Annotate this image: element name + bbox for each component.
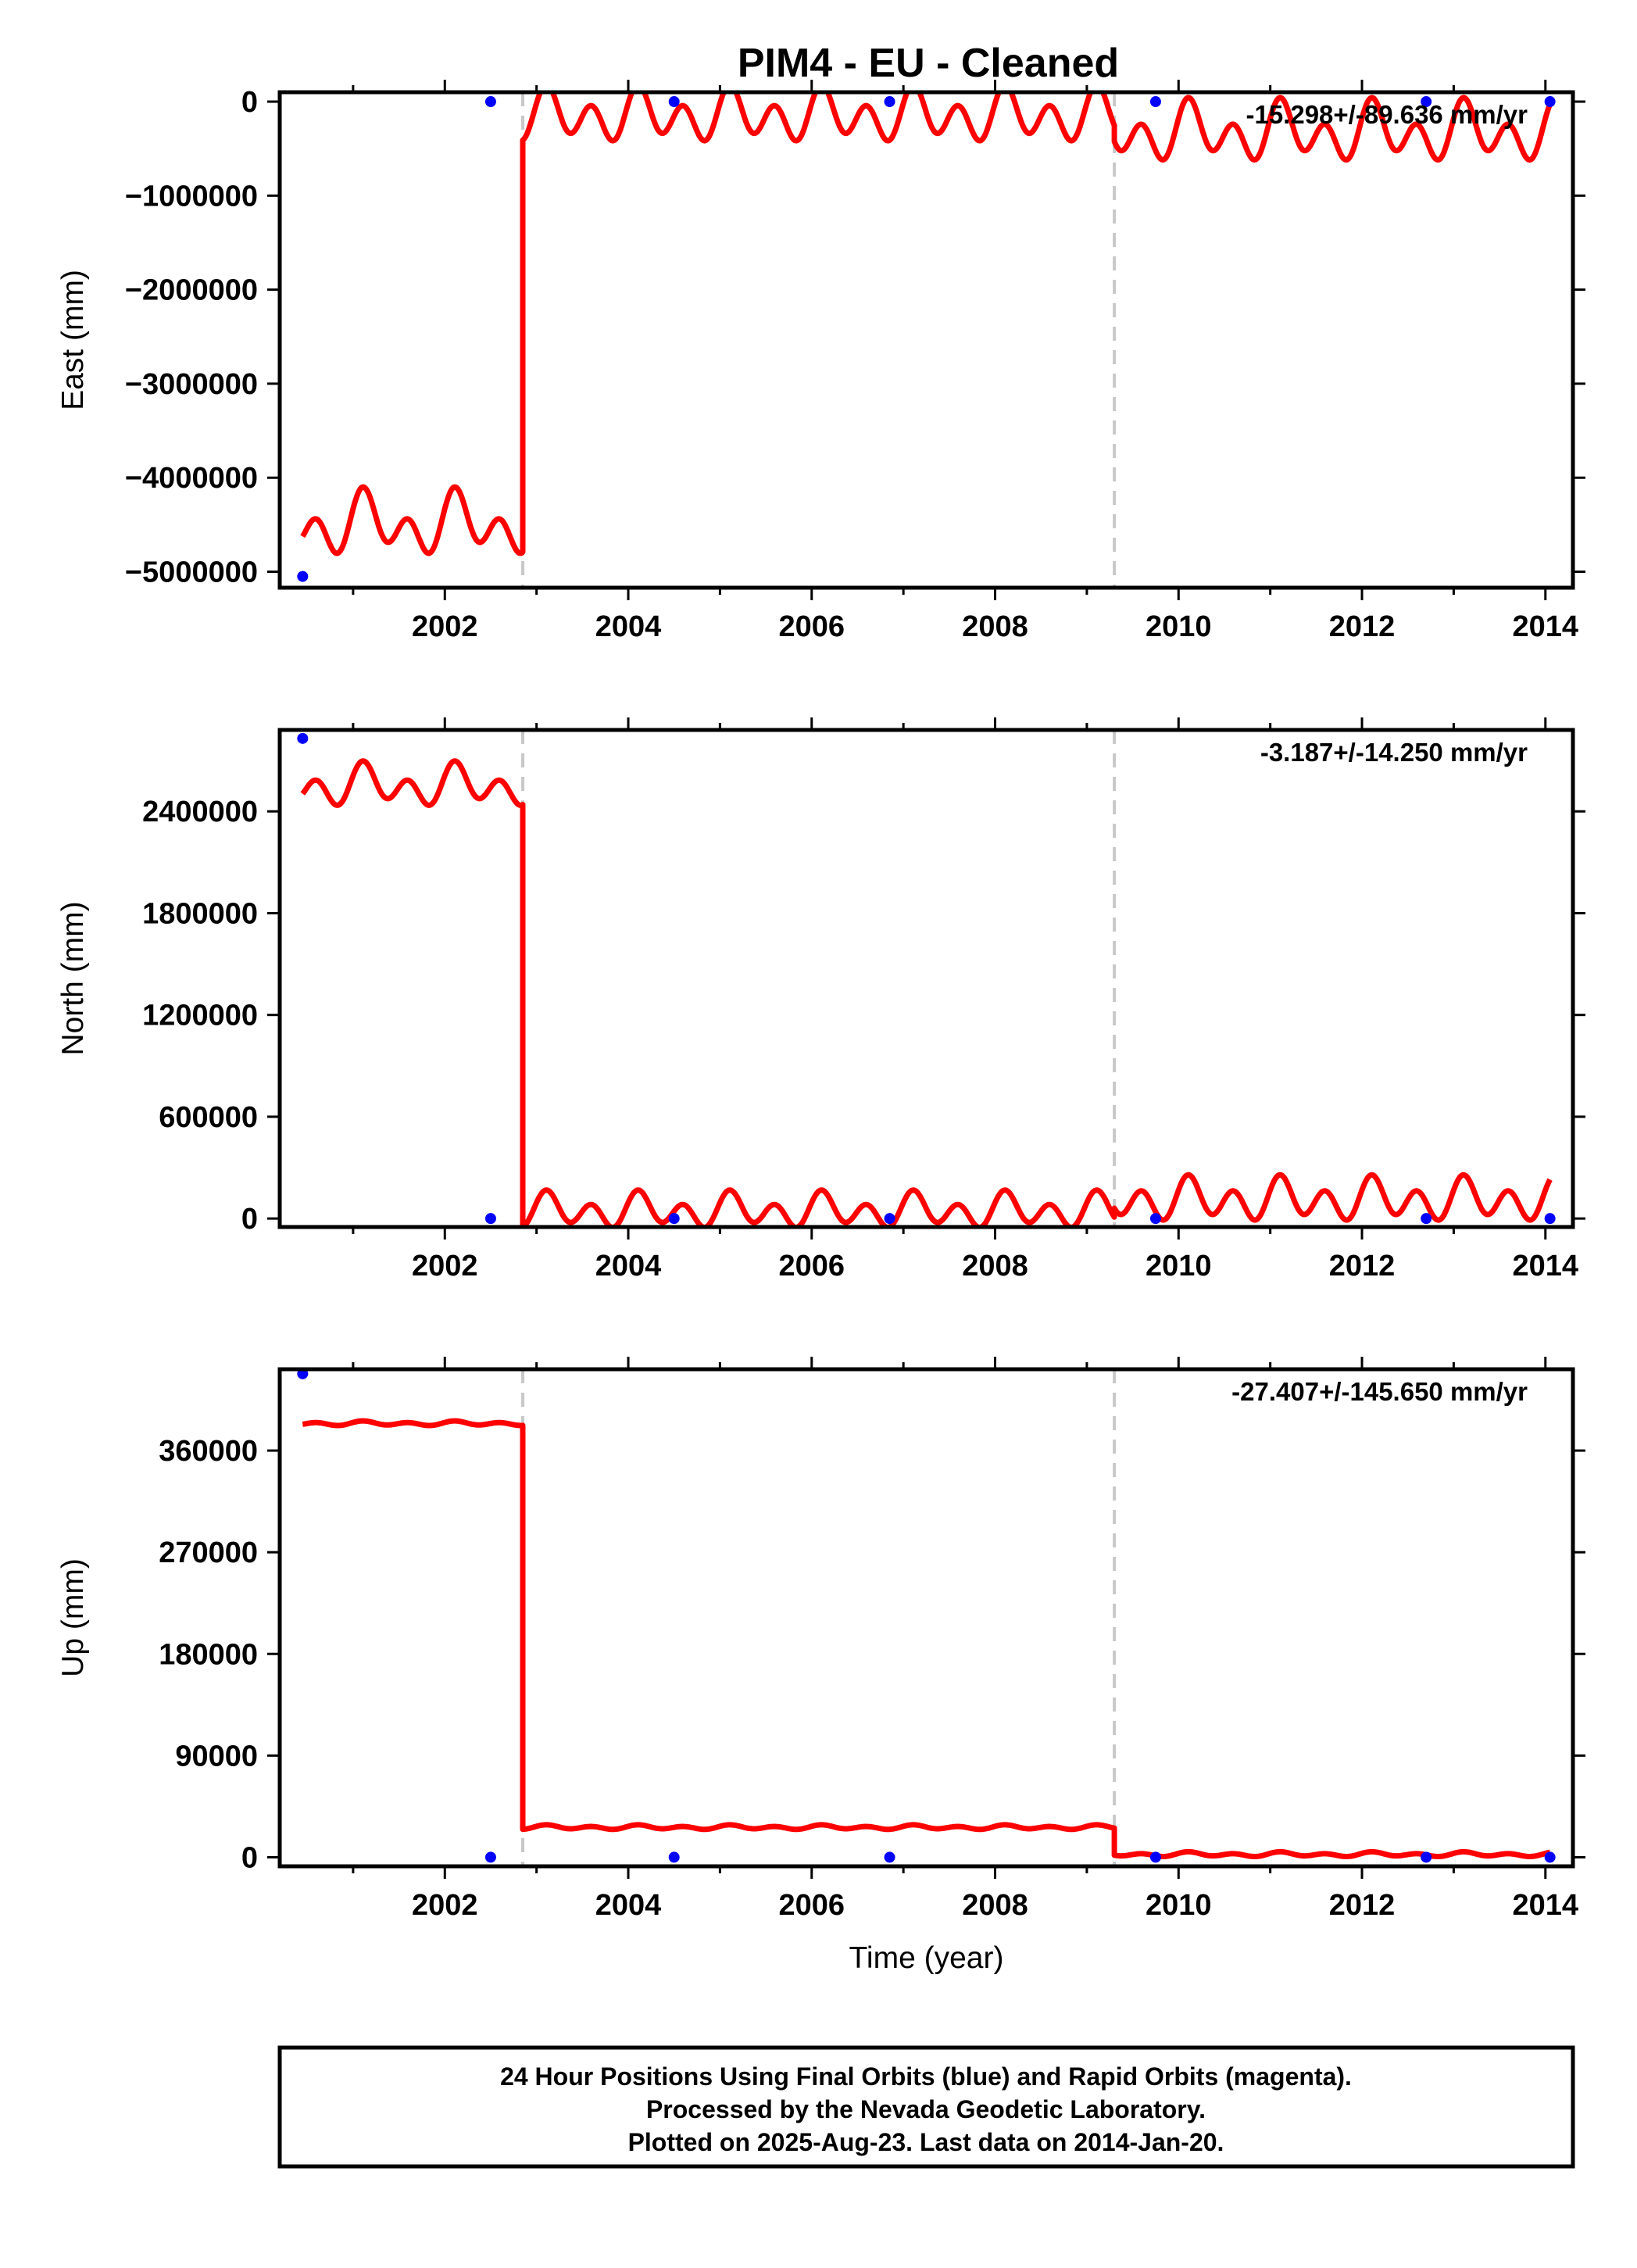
x-tick-label: 2010 xyxy=(1146,1250,1212,1282)
rate-annotation: -15.298+/-89.636 mm/yr xyxy=(1246,100,1528,129)
x-tick-label: 2002 xyxy=(412,1250,478,1282)
y-axis-label: North (mm) xyxy=(56,901,90,1055)
y-tick-label: −5000000 xyxy=(125,556,258,589)
y-tick-label: 360000 xyxy=(159,1435,258,1468)
final-orbit-point xyxy=(668,1851,680,1863)
final-orbit-point xyxy=(1149,1213,1161,1225)
x-tick-label: 2012 xyxy=(1329,610,1396,643)
y-tick-label: 2400000 xyxy=(142,796,258,828)
x-tick-label: 2004 xyxy=(595,1889,662,1922)
x-tick-label: 2014 xyxy=(1513,610,1579,643)
final-orbit-point xyxy=(1544,1851,1556,1863)
x-tick-label: 2002 xyxy=(412,1889,478,1922)
panel-3: 2002 2004 2006 2008 2010 2012 2014 0 90000 180000… xyxy=(56,1357,1585,1922)
x-tick-label: 2014 xyxy=(1513,1250,1579,1282)
chart-title: PIM4 - EU - Cleaned xyxy=(738,41,1119,86)
model-curve xyxy=(300,758,1553,1227)
x-tick-label: 2004 xyxy=(595,1250,662,1282)
footer-box xyxy=(277,2045,1575,2169)
plot-frame xyxy=(277,1367,1575,1869)
x-tick-label: 2002 xyxy=(412,610,478,643)
y-tick-label: 0 xyxy=(241,1203,258,1236)
rate-annotation: -27.407+/-145.650 mm/yr xyxy=(1231,1377,1528,1406)
y-tick-label: −2000000 xyxy=(125,274,258,307)
footer-line-2: Processed by the Nevada Geodetic Laborat… xyxy=(646,2095,1206,2123)
x-tick-label: 2006 xyxy=(779,1889,845,1922)
y-tick-label: 600000 xyxy=(159,1101,258,1134)
plot-frame xyxy=(277,90,1575,590)
x-tick-label: 2008 xyxy=(962,1889,1028,1922)
footer-line-3: Plotted on 2025-Aug-23. Last data on 201… xyxy=(628,2128,1224,2156)
y-axis-label: East (mm) xyxy=(56,270,90,410)
final-orbit-point xyxy=(884,1851,895,1863)
x-tick-label: 2010 xyxy=(1146,1889,1212,1922)
x-tick-label: 2006 xyxy=(779,1250,845,1282)
y-axis-label: Up (mm) xyxy=(56,1558,90,1677)
final-orbit-point xyxy=(884,1213,895,1225)
model-curve xyxy=(300,1418,1552,1859)
x-axis-label: Time (year) xyxy=(849,1941,1004,1975)
footer-line-1: 24 Hour Positions Using Final Orbits (bl… xyxy=(500,2062,1352,2091)
final-orbit-point xyxy=(1421,1851,1432,1863)
final-orbit-point xyxy=(1544,1213,1556,1225)
final-orbit-point xyxy=(297,571,309,582)
final-orbit-point xyxy=(884,96,895,108)
y-tick-label: 90000 xyxy=(175,1740,258,1773)
x-tick-label: 2012 xyxy=(1329,1889,1396,1922)
final-orbit-point xyxy=(484,96,496,108)
final-orbit-point xyxy=(1149,96,1161,108)
y-tick-label: −1000000 xyxy=(125,180,258,213)
rate-annotation: -3.187+/-14.250 mm/yr xyxy=(1260,738,1528,767)
x-tick-label: 2010 xyxy=(1146,610,1212,643)
y-tick-label: −3000000 xyxy=(125,368,258,401)
final-orbit-point xyxy=(1149,1851,1161,1863)
final-orbit-point xyxy=(1544,96,1556,108)
x-tick-label: 2012 xyxy=(1329,1250,1396,1282)
y-tick-label: 0 xyxy=(241,86,258,119)
final-orbit-point xyxy=(1421,96,1432,108)
x-tick-label: 2006 xyxy=(779,610,845,643)
final-orbit-point xyxy=(668,96,680,108)
panel-1: 2002 2004 2006 2008 2010 2012 2014 0 −1000000 −20… xyxy=(56,80,1585,643)
panels: 2002 2004 2006 2008 2010 2012 2014 0 −1000000 −20… xyxy=(56,80,1585,1975)
x-tick-label: 2008 xyxy=(962,610,1028,643)
final-orbit-point xyxy=(484,1213,496,1225)
final-orbit-point xyxy=(1421,1213,1432,1225)
model-curve xyxy=(300,92,1553,556)
y-tick-label: 0 xyxy=(241,1841,258,1874)
x-tick-label: 2014 xyxy=(1513,1889,1579,1922)
final-orbit-point xyxy=(297,732,309,744)
y-tick-label: −4000000 xyxy=(125,462,258,495)
final-orbit-point xyxy=(668,1213,680,1225)
final-orbit-point xyxy=(484,1851,496,1863)
plot-frame xyxy=(277,728,1575,1229)
y-tick-label: 270000 xyxy=(159,1536,258,1569)
y-tick-label: 1800000 xyxy=(142,897,258,930)
x-tick-label: 2004 xyxy=(595,610,662,643)
panel-2: 2002 2004 2006 2008 2010 2012 2014 0 600000 12000… xyxy=(56,717,1585,1282)
y-tick-label: 1200000 xyxy=(142,1000,258,1032)
x-tick-label: 2008 xyxy=(962,1250,1028,1282)
y-tick-label: 180000 xyxy=(159,1638,258,1671)
